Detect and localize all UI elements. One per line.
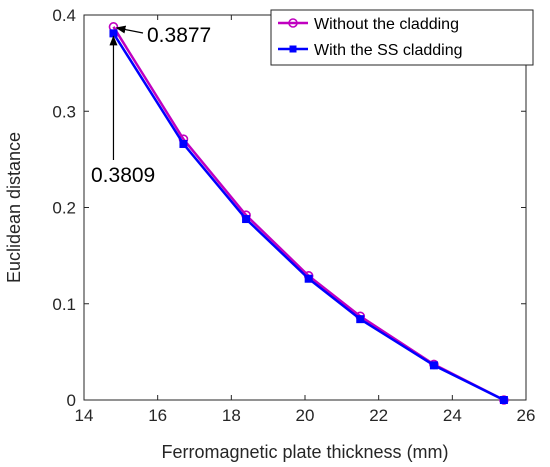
data-point xyxy=(242,215,251,224)
x-tick-label: 26 xyxy=(517,406,536,425)
data-point xyxy=(499,396,508,404)
y-axis-label: Euclidean distance xyxy=(4,132,24,283)
annotations: 0.3877 0.3809 xyxy=(91,24,211,187)
legend-swatch-marker xyxy=(289,45,297,53)
x-tick-label: 24 xyxy=(443,406,462,425)
x-axis-label: Ferromagnetic plate thickness (mm) xyxy=(161,442,448,462)
series-layer xyxy=(108,22,509,405)
data-point xyxy=(179,139,188,148)
legend: Without the cladding With the SS cladding xyxy=(270,9,534,66)
legend-entry: With the SS cladding xyxy=(278,42,463,59)
x-tick-label: 22 xyxy=(369,406,388,425)
data-point xyxy=(429,361,438,370)
annotation-arrow xyxy=(115,25,144,34)
series-2 xyxy=(109,29,508,404)
legend-label: With the SS cladding xyxy=(314,42,463,59)
y-tick-label: 0.2 xyxy=(52,199,76,218)
y-tick-label: 0.4 xyxy=(52,6,76,25)
plot-area xyxy=(83,14,527,401)
annotation-label: 0.3877 xyxy=(147,24,211,47)
annotation-label: 0.3809 xyxy=(91,164,155,187)
legend-swatch-marker xyxy=(288,18,298,28)
y-tick-label: 0 xyxy=(67,391,76,410)
legend-box xyxy=(270,9,534,66)
y-tick-labels: 0 0.1 0.2 0.3 0.4 xyxy=(52,6,76,410)
data-point xyxy=(109,29,118,38)
legend-entry: Without the cladding xyxy=(278,16,459,33)
data-point xyxy=(356,315,365,324)
x-tick-labels: 14 16 18 20 22 24 26 xyxy=(75,406,536,425)
x-tick-label: 14 xyxy=(75,406,94,425)
data-point xyxy=(304,274,313,283)
x-tick-label: 20 xyxy=(296,406,315,425)
x-tick-label: 16 xyxy=(148,406,167,425)
y-tick-label: 0.3 xyxy=(52,102,76,121)
x-tick-label: 18 xyxy=(222,406,241,425)
legend-label: Without the cladding xyxy=(314,16,459,33)
y-tick-label: 0.1 xyxy=(52,295,76,314)
